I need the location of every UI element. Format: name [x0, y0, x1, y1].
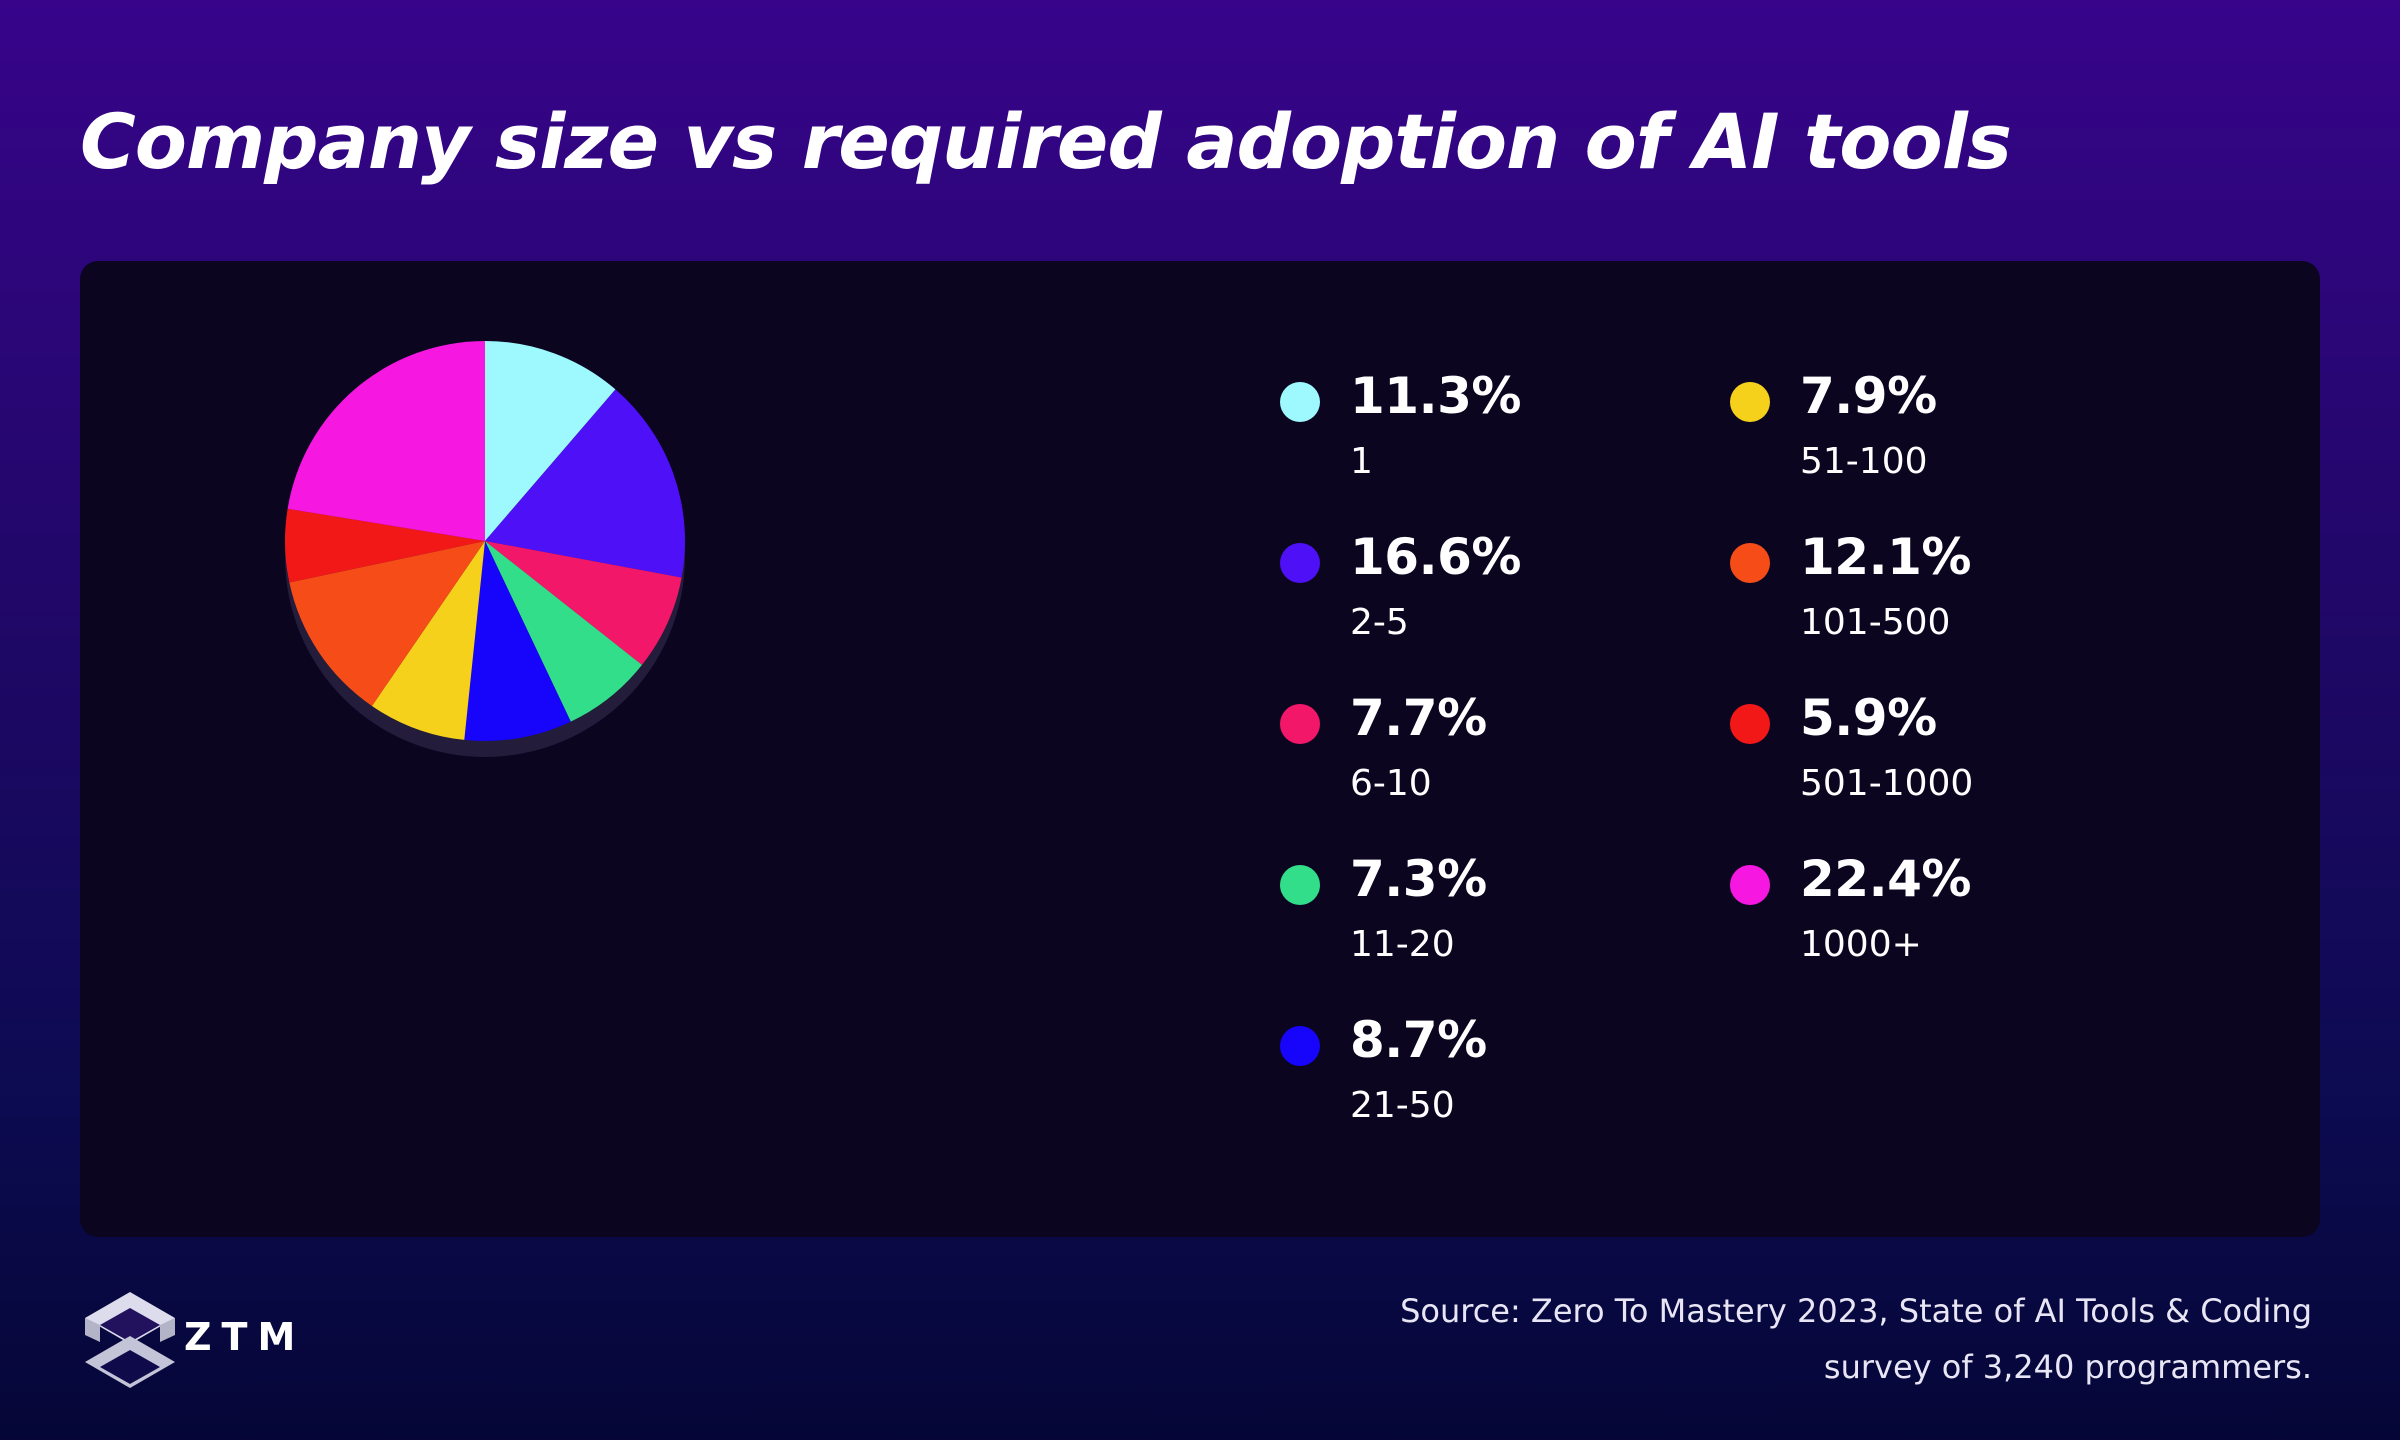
legend-swatch — [1730, 865, 1770, 905]
stacked-cube-icon — [85, 1292, 175, 1388]
legend-swatch — [1280, 382, 1320, 422]
legend-percent: 7.9% — [1800, 367, 1937, 425]
legend-swatch — [1280, 704, 1320, 744]
source-line-1: Source: Zero To Mastery 2023, State of A… — [1400, 1292, 2312, 1330]
legend-percent: 5.9% — [1800, 689, 1937, 747]
legend-swatch — [1730, 543, 1770, 583]
logo-text: ZTM — [184, 1315, 306, 1359]
pie-slice-2-5 — [485, 389, 686, 578]
legend-swatch — [1280, 1026, 1320, 1066]
legend-percent: 22.4% — [1800, 850, 1971, 908]
pie-slice-11-20 — [485, 541, 642, 722]
chart-panel: 11.3% 1 16.6% 2-5 7.7% 6-10 7.3% 11-20 8.7% 21-50… — [80, 261, 2320, 1237]
pie-slice-101-500 — [289, 541, 485, 706]
legend-category: 2-5 — [1350, 602, 1409, 643]
legend-category: 11-20 — [1350, 924, 1455, 965]
pie-slice-51-100 — [371, 541, 485, 740]
legend-swatch — [1730, 382, 1770, 422]
legend-swatch — [1280, 543, 1320, 583]
pie-slice-1000+ — [287, 341, 485, 541]
legend-swatch — [1730, 704, 1770, 744]
legend-category: 6-10 — [1350, 763, 1432, 804]
legend-category: 21-50 — [1350, 1085, 1455, 1126]
pie-slice-21-50 — [464, 541, 571, 741]
source-line-2: survey of 3,240 programmers. — [1823, 1348, 2312, 1386]
legend-category: 501-1000 — [1800, 763, 1974, 804]
pie-slice-501-1000 — [285, 508, 485, 583]
legend-category: 1 — [1350, 441, 1373, 482]
chart-legend: 11.3% 1 16.6% 2-5 7.7% 6-10 7.3% 11-20 8.7% 21-50… — [80, 261, 2320, 1237]
legend-percent: 7.3% — [1350, 850, 1487, 908]
legend-percent: 8.7% — [1350, 1011, 1487, 1069]
legend-percent: 11.3% — [1350, 367, 1521, 425]
pie-slice-6-10 — [485, 541, 682, 665]
legend-category: 101-500 — [1800, 602, 1951, 643]
legend-percent: 16.6% — [1350, 528, 1521, 586]
legend-percent: 12.1% — [1800, 528, 1971, 586]
legend-swatch — [1280, 865, 1320, 905]
legend-category: 51-100 — [1800, 441, 1928, 482]
chart-title: Company size vs required adoption of AI … — [80, 97, 2012, 186]
ztm-logo: ZTM — [80, 1290, 300, 1390]
legend-category: 1000+ — [1800, 924, 1922, 965]
pie-slice-1 — [485, 341, 616, 541]
legend-percent: 7.7% — [1350, 689, 1487, 747]
source-note: Source: Zero To Mastery 2023, State of A… — [1400, 1283, 2312, 1395]
pie-chart — [285, 341, 686, 757]
